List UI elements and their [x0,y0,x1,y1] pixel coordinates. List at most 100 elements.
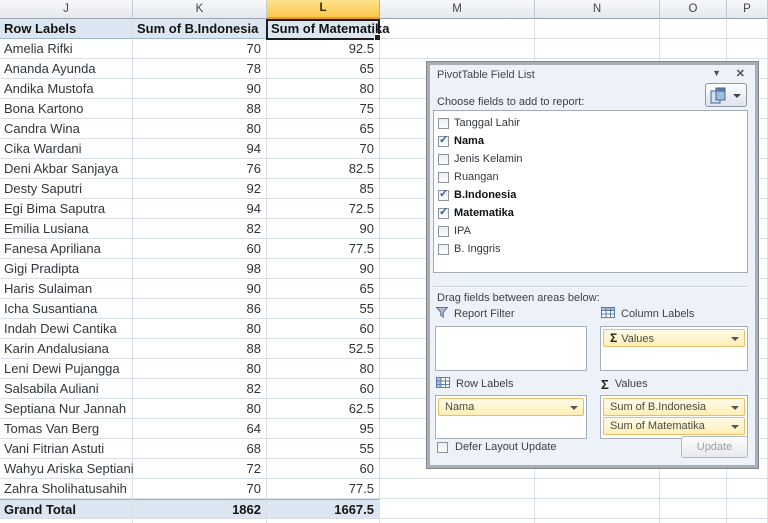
grand-total-matematika-cell[interactable]: 1667.5 [267,499,380,519]
row-name-cell[interactable]: Desty Saputri [0,179,133,199]
close-icon[interactable]: ✕ [735,68,745,80]
unchecked-checkbox[interactable]: ✓ [438,117,449,129]
column-header-M[interactable]: M [380,0,535,19]
bindonesia-value-cell[interactable]: 78 [133,59,267,79]
pivot-header-sum-bindonesia[interactable]: Sum of B.Indonesia [133,19,267,39]
row-name-cell[interactable]: Candra Wina [0,119,133,139]
report-filter-dropzone[interactable] [435,326,587,371]
field-item-jenis-kelamin[interactable]: ✓ Jenis Kelamin [438,150,743,168]
field-item-b-indonesia[interactable]: ✓ B.Indonesia [438,186,743,204]
pane-layout-button[interactable] [705,83,747,107]
field-item-b-inggris[interactable]: ✓ B. Inggris [438,240,743,258]
matematika-value-cell[interactable]: 60 [267,459,380,479]
empty-cell[interactable] [727,19,768,39]
row-labels-dropzone[interactable]: Nama [435,395,587,439]
matematika-value-cell[interactable]: 77.5 [267,479,380,499]
column-header-O[interactable]: O [660,0,727,19]
row-name-cell[interactable]: Haris Sulaiman [0,279,133,299]
empty-cell[interactable] [267,519,380,523]
row-name-cell[interactable]: Emilia Lusiana [0,219,133,239]
bindonesia-value-cell[interactable]: 94 [133,199,267,219]
empty-cell[interactable] [727,479,768,499]
bindonesia-value-cell[interactable]: 76 [133,159,267,179]
empty-cell[interactable] [380,19,535,39]
empty-cell[interactable] [535,479,660,499]
row-name-cell[interactable]: Ananda Ayunda [0,59,133,79]
matematika-value-cell[interactable]: 60 [267,379,380,399]
field-item-ipa[interactable]: ✓ IPA [438,222,743,240]
field-item-nama[interactable]: ✓ Nama [438,132,743,150]
matematika-value-cell[interactable]: 75 [267,99,380,119]
empty-cell[interactable] [660,39,727,59]
column-labels-dropzone[interactable]: Σ Values [600,326,748,371]
matematika-value-cell[interactable]: 65 [267,119,380,139]
bindonesia-value-cell[interactable]: 82 [133,379,267,399]
values-dropzone[interactable]: Sum of B.Indonesia Sum of Matematika [600,395,748,439]
row-name-cell[interactable]: Fanesa Apriliana [0,239,133,259]
grand-total-label-cell[interactable]: Grand Total [0,499,133,519]
bindonesia-value-cell[interactable]: 86 [133,299,267,319]
matematika-value-cell[interactable]: 85 [267,179,380,199]
update-button[interactable]: Update [681,436,748,458]
matematika-value-cell[interactable]: 92.5 [267,39,380,59]
row-name-cell[interactable]: Gigi Pradipta [0,259,133,279]
bindonesia-value-cell[interactable]: 60 [133,239,267,259]
row-name-cell[interactable]: Karin Andalusiana [0,339,133,359]
bindonesia-value-cell[interactable]: 90 [133,79,267,99]
empty-cell[interactable] [535,39,660,59]
empty-cell[interactable] [660,19,727,39]
matematika-value-cell[interactable]: 77.5 [267,239,380,259]
matematika-value-cell[interactable]: 55 [267,439,380,459]
bindonesia-value-cell[interactable]: 92 [133,179,267,199]
column-header-J[interactable]: J [0,0,133,19]
bindonesia-value-cell[interactable]: 94 [133,139,267,159]
column-header-N[interactable]: N [535,0,660,19]
checked-checkbox[interactable]: ✓ [438,134,449,147]
defer-layout-checkbox[interactable] [437,441,448,453]
row-name-cell[interactable]: Andika Mustofa [0,79,133,99]
matematika-value-cell[interactable]: 65 [267,59,380,79]
empty-cell[interactable] [660,499,727,519]
empty-cell[interactable] [727,39,768,59]
bindonesia-value-cell[interactable]: 88 [133,99,267,119]
matematika-value-cell[interactable]: 70 [267,139,380,159]
row-name-cell[interactable]: Septiana Nur Jannah [0,399,133,419]
bindonesia-value-cell[interactable]: 90 [133,279,267,299]
unchecked-checkbox[interactable]: ✓ [438,243,449,255]
empty-cell[interactable] [380,519,535,523]
field-item-tanggal-lahir[interactable]: ✓ Tanggal Lahir [438,114,743,132]
empty-cell[interactable] [380,479,535,499]
empty-cell[interactable] [380,499,535,519]
bindonesia-value-cell[interactable]: 98 [133,259,267,279]
empty-cell[interactable] [535,519,660,523]
field-pill-values[interactable]: Σ Values [603,329,745,347]
row-name-cell[interactable]: Tomas Van Berg [0,419,133,439]
empty-cell[interactable] [0,519,133,523]
field-item-matematika[interactable]: ✓ Matematika [438,204,743,222]
grand-total-bindonesia-cell[interactable]: 1862 [133,499,267,519]
field-pill-sum-of-matematika[interactable]: Sum of Matematika [603,417,745,435]
matematika-value-cell[interactable]: 90 [267,259,380,279]
empty-cell[interactable] [133,519,267,523]
bindonesia-value-cell[interactable]: 72 [133,459,267,479]
matematika-value-cell[interactable]: 80 [267,359,380,379]
row-name-cell[interactable]: Salsabila Auliani [0,379,133,399]
unchecked-checkbox[interactable]: ✓ [438,225,449,237]
checked-checkbox[interactable]: ✓ [438,188,449,201]
column-header-P[interactable]: P [727,0,768,19]
row-name-cell[interactable]: Deni Akbar Sanjaya [0,159,133,179]
row-name-cell[interactable]: Cika Wardani [0,139,133,159]
matematika-value-cell[interactable]: 82.5 [267,159,380,179]
field-item-ruangan[interactable]: ✓ Ruangan [438,168,743,186]
checked-checkbox[interactable]: ✓ [438,206,449,219]
bindonesia-value-cell[interactable]: 80 [133,359,267,379]
empty-cell[interactable] [535,19,660,39]
matematika-value-cell[interactable]: 60 [267,319,380,339]
matematika-value-cell[interactable]: 62.5 [267,399,380,419]
matematika-value-cell[interactable]: 65 [267,279,380,299]
matematika-value-cell[interactable]: 72.5 [267,199,380,219]
empty-cell[interactable] [660,519,727,523]
row-name-cell[interactable]: Leni Dewi Pujangga [0,359,133,379]
bindonesia-value-cell[interactable]: 80 [133,399,267,419]
pivot-header-sum-matematika[interactable]: Sum of Matematika [267,19,389,39]
